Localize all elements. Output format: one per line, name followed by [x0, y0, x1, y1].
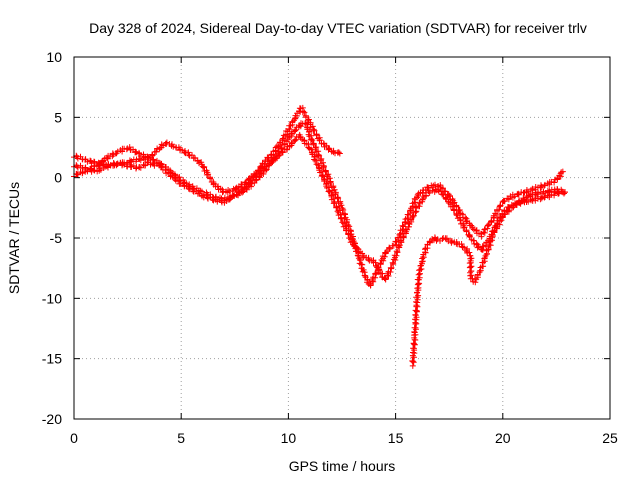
marker-path: [71, 120, 566, 289]
marker-path: [71, 104, 343, 196]
x-tick-label: 15: [388, 430, 404, 446]
y-tick-label: 5: [54, 109, 62, 125]
series-track-d: [409, 186, 568, 369]
x-tick-label: 0: [70, 430, 78, 446]
series-track-a: [71, 120, 566, 289]
y-tick-label: 10: [46, 49, 62, 65]
y-tick-label: -5: [50, 230, 63, 246]
x-tick-label: 10: [281, 430, 297, 446]
y-axis-title: SDTVAR / TECUs: [6, 182, 22, 294]
x-tick-label: 5: [177, 430, 185, 446]
axes: 0 5 10 15 20 25 -20 -15 -10 -5 0 5 10: [42, 49, 618, 446]
chart-title: Day 328 of 2024, Sidereal Day-to-day VTE…: [89, 20, 587, 36]
x-tick-label: 25: [602, 430, 618, 446]
data-markers: [71, 104, 568, 369]
grid-lines: [74, 57, 610, 419]
y-tick-label: -20: [42, 411, 62, 427]
series-track-b: [71, 104, 343, 196]
y-tick-label: -10: [42, 290, 62, 306]
x-axis-title: GPS time / hours: [289, 458, 396, 474]
y-tick-label: -15: [42, 351, 62, 367]
y-tick-label: 0: [54, 170, 62, 186]
marker-path: [409, 186, 568, 369]
x-tick-label: 20: [495, 430, 511, 446]
